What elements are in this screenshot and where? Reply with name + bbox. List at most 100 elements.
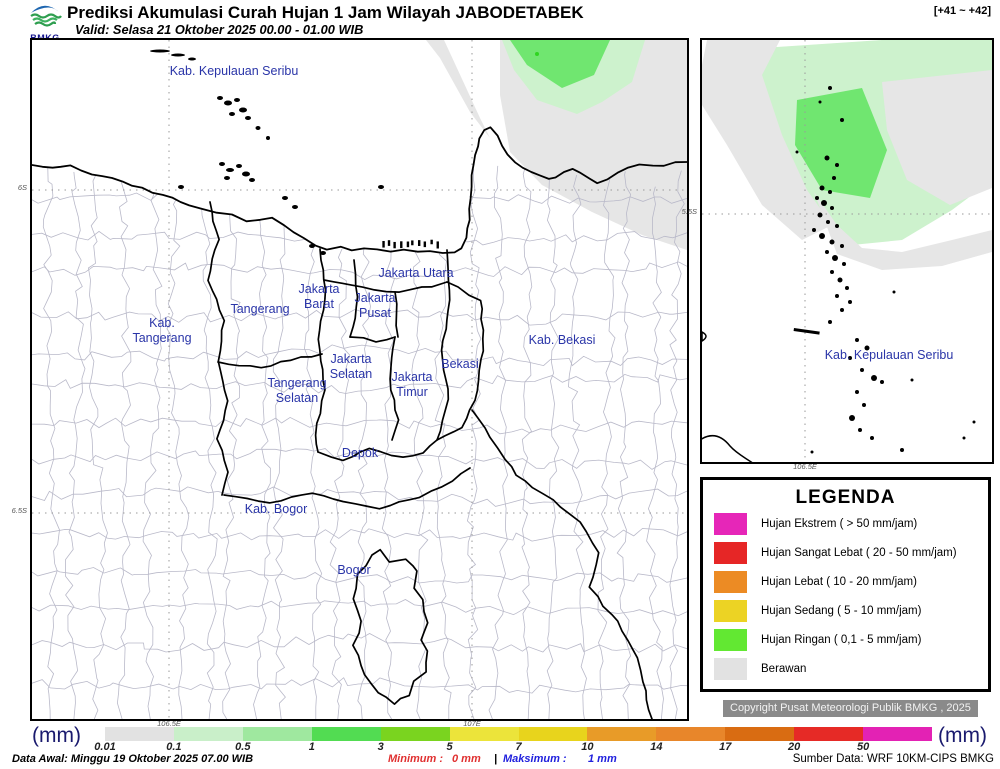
- legend-item-label: Hujan Sangat Lebat ( 20 - 50 mm/jam): [761, 546, 957, 559]
- island: [858, 428, 862, 432]
- harbor-mark: [387, 240, 391, 246]
- island: [150, 49, 170, 53]
- forecast-step: [+41 ~ +42]: [933, 5, 991, 17]
- legend-swatch: [714, 657, 747, 680]
- map-label-line: Kab.: [149, 316, 175, 330]
- island: [819, 233, 825, 239]
- colorbar-segment: [449, 727, 519, 741]
- map-label: Kab. Tangerang: [132, 316, 191, 346]
- island: [266, 136, 270, 140]
- colorbar-segment: [587, 727, 657, 741]
- cloud-patch: [814, 192, 992, 270]
- district-line: [381, 160, 395, 719]
- legend-item: Hujan Sangat Lebat ( 20 - 50 mm/jam): [714, 538, 988, 567]
- district-line: [669, 170, 685, 719]
- district-line: [32, 261, 687, 281]
- map-label-line: Selatan: [329, 367, 373, 381]
- regency-boundary: [323, 279, 448, 293]
- regency-boundary: [349, 336, 396, 343]
- light-rain-patch-core: [795, 88, 887, 198]
- harbor-mark: [406, 241, 410, 248]
- colorbar-segment: [311, 727, 381, 741]
- regency-boundary: [223, 467, 471, 510]
- colorbar-unit-right: (mm): [938, 724, 987, 747]
- island: [817, 212, 823, 218]
- island: [848, 356, 852, 360]
- map-label: Depok: [342, 446, 378, 461]
- map-label-line: Jakarta: [391, 370, 433, 384]
- district-line: [304, 184, 323, 719]
- map-label-line: Jakarta: [298, 282, 340, 296]
- regency-boundary: [436, 281, 485, 441]
- island: [835, 224, 839, 228]
- island: [701, 330, 707, 343]
- colorbar-segment: [242, 727, 312, 741]
- island: [824, 155, 830, 161]
- regency-boundary: [394, 291, 399, 338]
- island: [242, 171, 250, 177]
- regency-boundary: [217, 353, 323, 369]
- map-label-line: Pusat: [359, 306, 391, 320]
- legend-item-label: Hujan Sedang ( 5 - 10 mm/jam): [761, 604, 922, 617]
- island: [828, 86, 832, 90]
- map-label-line: Selatan: [275, 391, 319, 405]
- island: [840, 308, 844, 312]
- minimum-label: Minimum :: [388, 753, 443, 765]
- regency-boundary: [389, 336, 400, 441]
- island: [832, 176, 836, 180]
- island: [880, 380, 884, 384]
- district-line: [87, 172, 108, 719]
- legend-title: LEGENDA: [795, 487, 896, 508]
- map-label-line: Tangerang: [132, 331, 192, 345]
- island: [864, 345, 870, 351]
- island: [855, 390, 859, 394]
- island: [229, 112, 235, 116]
- district-line: [32, 633, 687, 653]
- island: [825, 250, 829, 254]
- island: [226, 168, 234, 172]
- district-line: [65, 161, 86, 719]
- map-label-line: Tangerang: [267, 376, 327, 390]
- district-line: [32, 416, 687, 435]
- district-line: [597, 161, 616, 719]
- island: [178, 185, 184, 189]
- island: [818, 100, 822, 104]
- map-label: Bekasi: [441, 357, 479, 372]
- map-label-line: Kab. Bogor: [244, 502, 308, 516]
- harbor-mark: [436, 241, 439, 249]
- district-line: [166, 180, 190, 719]
- map-label: Kab. Bogor: [245, 502, 308, 517]
- district-line: [116, 164, 132, 719]
- district-line: [434, 184, 452, 719]
- island: [828, 320, 832, 324]
- island: [829, 239, 835, 245]
- cloud-patch: [882, 70, 992, 205]
- colorbar-segment: [863, 727, 933, 741]
- colorbar-tick: 0.1: [166, 741, 182, 753]
- map-label-line: Bekasi: [441, 357, 479, 371]
- island: [840, 118, 844, 122]
- map-label-line: Timur: [396, 385, 428, 399]
- island: [236, 164, 242, 168]
- colorbar-segment: [380, 727, 450, 741]
- district-line: [410, 167, 429, 719]
- cloud-patch: [702, 40, 832, 240]
- district-line: [466, 168, 482, 719]
- island: [826, 220, 830, 224]
- map-label: Tangerang: [230, 302, 289, 317]
- legend-swatch: [714, 628, 747, 651]
- maksimum-label: Maksimum :: [503, 753, 567, 765]
- valid-time: Valid: Selasa 21 Oktober 2025 00.00 - 01…: [75, 22, 364, 37]
- colorbar-tick: 1: [308, 741, 315, 753]
- island: [835, 294, 839, 298]
- district-line: [32, 373, 687, 394]
- district-line: [142, 159, 163, 719]
- colorbar-unit-left: (mm): [32, 724, 81, 747]
- colorbar-segment: [518, 727, 588, 741]
- colorbar-tick: 5: [446, 741, 453, 753]
- rain-dot: [535, 52, 539, 56]
- legend-item-label: Berawan: [761, 662, 807, 675]
- district-line: [567, 160, 587, 719]
- colorbar-tick: 14: [650, 741, 663, 753]
